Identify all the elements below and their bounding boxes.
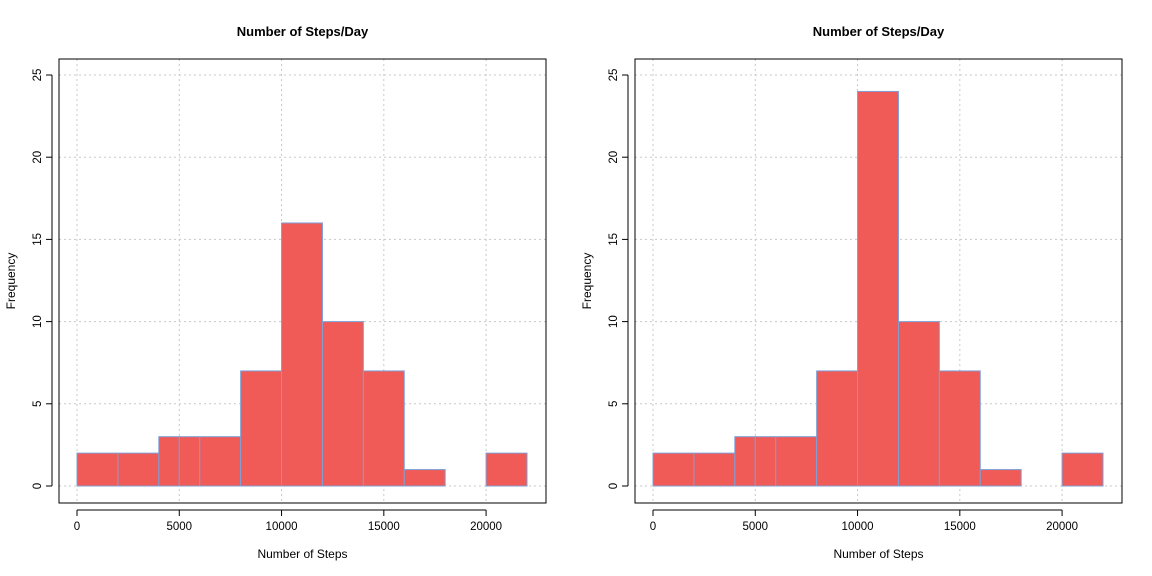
y-tick-label: 5	[608, 401, 620, 407]
x-tick-label: 15000	[368, 521, 400, 533]
histogram-bar	[897, 321, 940, 487]
x-tick-label: 0	[650, 521, 656, 533]
y-tick-label: 0	[608, 483, 620, 489]
y-tick-label: 15	[32, 233, 44, 246]
histogram-bar	[362, 370, 405, 487]
x-tick-label: 5000	[742, 521, 768, 533]
y-tick-label: 20	[32, 151, 44, 164]
x-axis-label: Number of Steps	[257, 547, 347, 561]
histogram-bar	[321, 321, 364, 487]
x-tick-label: 20000	[470, 521, 502, 533]
grid-lines	[59, 59, 546, 503]
x-tick-label: 0	[74, 521, 80, 533]
histogram-bar	[240, 370, 283, 487]
histogram-bar	[485, 452, 528, 487]
chart-title: Number of Steps/Day	[813, 24, 945, 39]
chart-title: Number of Steps/Day	[237, 24, 369, 39]
x-axis: 0 5000 10000 15000 20000	[650, 509, 1078, 533]
histogram-bar	[979, 469, 1022, 487]
histogram-bar	[734, 436, 756, 487]
y-axis: 0 5 10 15 20 25	[32, 69, 53, 489]
histogram-right: 0 5000 10000 15000 20000 0 5 10 15 20 25 Number of …	[580, 24, 1123, 561]
histogram-bar	[178, 436, 201, 487]
histogram-bar	[199, 436, 242, 487]
histogram-left: 0 5000 10000 15000 20000 0 5 10 15 20 25 Number of …	[4, 24, 547, 561]
histogram-bar	[1061, 452, 1104, 487]
histogram-bar	[652, 452, 695, 487]
y-tick-label: 20	[608, 151, 620, 164]
histogram-bar	[403, 469, 446, 487]
plot-frame	[58, 58, 547, 504]
y-tick-label: 25	[32, 69, 44, 82]
y-tick-label: 15	[608, 233, 620, 246]
histogram-bar	[938, 370, 981, 487]
histogram-bar	[775, 436, 818, 487]
histogram-bar	[816, 370, 859, 487]
x-tick-label: 10000	[266, 521, 298, 533]
histogram-bar	[117, 452, 160, 487]
plot-frame	[634, 58, 1123, 504]
y-axis-label: Frequency	[580, 253, 594, 310]
y-axis-label: Frequency	[4, 253, 18, 310]
histogram-bars	[76, 222, 528, 487]
histogram-bar	[857, 90, 899, 487]
histogram-bar	[76, 452, 119, 487]
y-tick-label: 0	[32, 483, 44, 489]
x-tick-label: 10000	[842, 521, 874, 533]
y-tick-label: 10	[32, 315, 44, 328]
y-tick-label: 5	[32, 401, 44, 407]
x-axis: 0 5000 10000 15000 20000	[74, 509, 502, 533]
x-tick-label: 15000	[944, 521, 976, 533]
y-axis: 0 5 10 15 20 25	[608, 69, 629, 489]
x-tick-label: 5000	[166, 521, 192, 533]
y-tick-label: 25	[608, 69, 620, 82]
histogram-bars	[652, 90, 1104, 487]
x-tick-label: 20000	[1046, 521, 1078, 533]
histogram-bar	[754, 436, 777, 487]
histogram-bar	[281, 222, 323, 487]
histogram-bar	[693, 452, 736, 487]
x-axis-label: Number of Steps	[833, 547, 923, 561]
histogram-bar	[158, 436, 180, 487]
y-tick-label: 10	[608, 315, 620, 328]
